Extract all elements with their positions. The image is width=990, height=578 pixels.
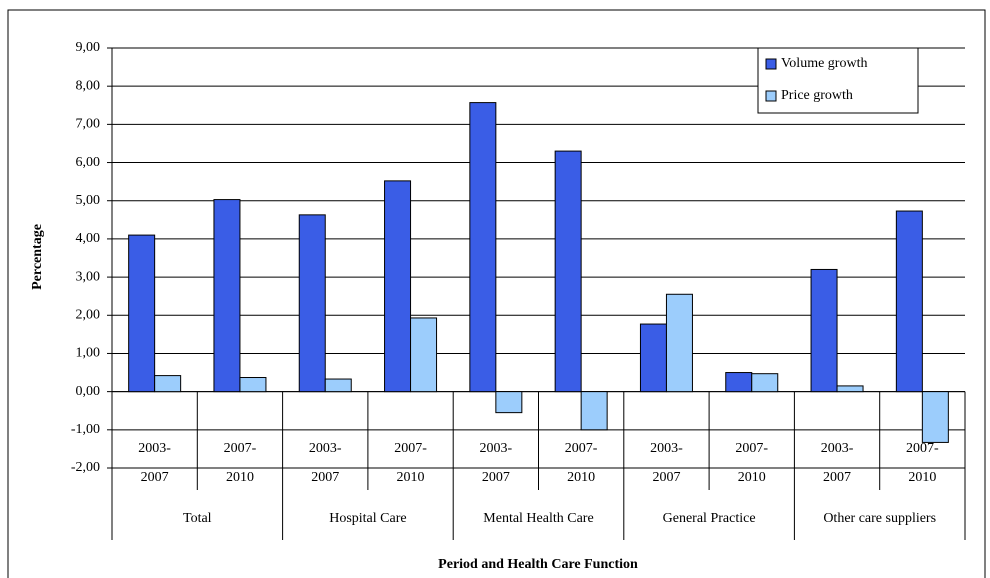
group-label: Mental Health Care — [483, 511, 594, 526]
group-label: Total — [183, 511, 212, 526]
x-tick-label: 2003-2007 — [138, 441, 171, 485]
y-tick-label: 9,00 — [76, 40, 101, 55]
y-tick-label: 3,00 — [76, 269, 101, 284]
legend-label: Volume growth — [781, 56, 867, 71]
bar — [298, 214, 326, 393]
x-tick-label: 2007-2010 — [394, 441, 427, 485]
x-tick-label: 2007-2010 — [223, 441, 257, 485]
bar — [469, 102, 497, 393]
bar — [213, 199, 241, 393]
group-label: General Practice — [662, 511, 756, 526]
bar — [895, 210, 923, 393]
bar — [495, 391, 523, 414]
y-tick-label: 2,00 — [76, 307, 101, 322]
bar — [324, 378, 352, 393]
bar — [921, 391, 949, 443]
y-tick-label: 8,00 — [76, 78, 101, 93]
bar — [580, 391, 608, 431]
x-axis-title: Period and Health Care Function — [438, 557, 638, 572]
y-tick-label: -1,00 — [71, 422, 100, 437]
bar — [384, 180, 412, 393]
x-tick-label: 2007-2010 — [564, 441, 598, 485]
x-tick-label: 2007-2010 — [735, 441, 769, 485]
bar — [751, 373, 779, 393]
bar — [410, 317, 438, 393]
legend-swatch — [765, 58, 777, 70]
bar — [810, 268, 838, 393]
x-tick-label: 2003-2007 — [820, 441, 854, 485]
y-tick-label: 1,00 — [76, 346, 101, 361]
x-tick-label: 2003-2007 — [479, 441, 513, 485]
y-tick-label: 6,00 — [76, 155, 101, 170]
bar — [665, 293, 693, 393]
legend-label: Price growth — [781, 88, 853, 103]
bar — [836, 385, 864, 393]
bar — [639, 323, 667, 393]
bar — [725, 372, 753, 393]
group-label: Hospital Care — [329, 511, 407, 526]
legend-swatch — [765, 90, 777, 102]
bar — [554, 150, 582, 393]
x-tick-label: 2007-2010 — [906, 441, 939, 485]
y-axis-title: Percentage — [30, 224, 45, 290]
bar — [154, 375, 182, 393]
y-tick-label: -2,00 — [71, 460, 100, 475]
y-tick-label: 7,00 — [76, 117, 101, 132]
x-tick-label: 2003-2007 — [650, 441, 683, 485]
y-tick-label: 5,00 — [76, 193, 101, 208]
group-label: Other care suppliers — [823, 511, 937, 526]
x-tick-label: 2003-2007 — [308, 441, 342, 485]
bar — [239, 377, 267, 393]
y-tick-label: 0,00 — [76, 384, 101, 399]
y-tick-label: 4,00 — [76, 231, 101, 246]
legend-box — [757, 47, 919, 114]
bar — [128, 234, 156, 393]
